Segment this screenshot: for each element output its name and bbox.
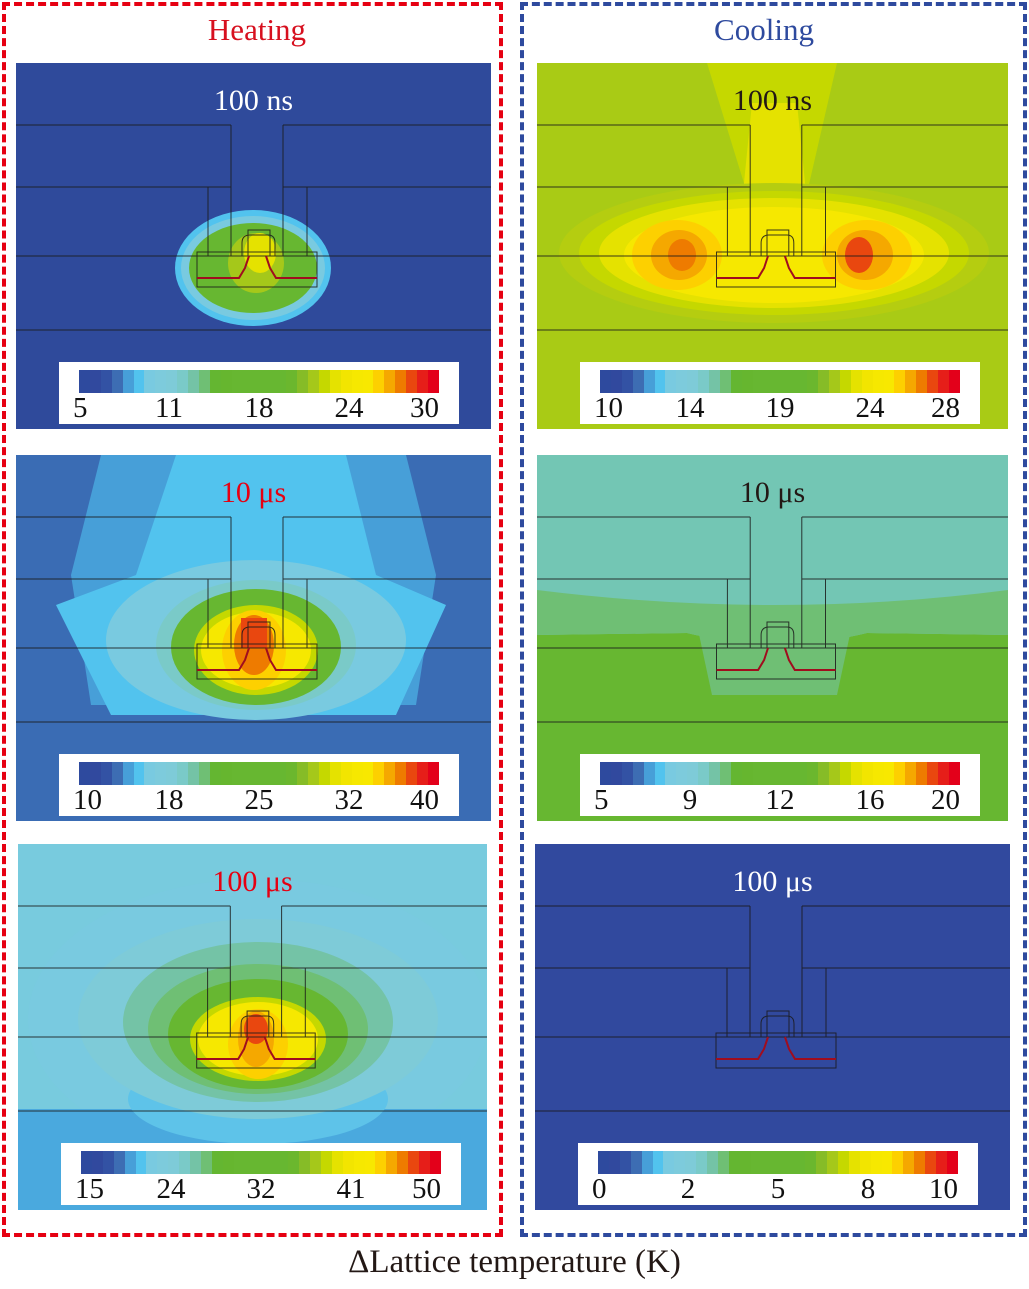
heating-title: Heating <box>207 12 307 47</box>
panel-heating-100ns: 100 ns 5 11 18 24 30 <box>16 63 491 429</box>
colorbar-tick-label: 18 <box>244 392 274 424</box>
heating-frame <box>2 2 503 1237</box>
colorbar-tick-label: 5 <box>594 784 609 816</box>
colorbar: 10 18 25 32 40 <box>59 754 459 816</box>
time-label: 10 μs <box>739 476 806 509</box>
colorbar-gradient <box>600 762 960 785</box>
panel-cooling-100us: 100 μs 0 2 5 8 10 <box>535 844 1010 1210</box>
time-label: 100 ns <box>213 84 294 117</box>
colorbar: 5 11 18 24 30 <box>59 362 459 424</box>
colorbar-tick-label: 41 <box>336 1173 366 1205</box>
colorbar-tick-label: 12 <box>765 784 795 816</box>
colorbar-tick-label: 5 <box>73 392 88 424</box>
panel-cooling-10us: 10 μs 5 9 12 16 20 <box>537 455 1008 821</box>
colorbar-tick-label: 28 <box>931 392 960 424</box>
colorbar: 15 24 32 41 50 <box>61 1143 461 1205</box>
colorbar-tick-label: 2 <box>680 1173 696 1205</box>
colorbar: 10 14 19 24 28 <box>580 362 980 424</box>
colorbar-tick-label: 50 <box>412 1173 441 1205</box>
colorbar-tick-label: 24 <box>156 1173 186 1205</box>
temperature-field <box>16 124 491 331</box>
colorbar-gradient <box>79 762 439 785</box>
colorbar-gradient <box>600 370 960 393</box>
temperature-field <box>537 63 1008 333</box>
cooling-title: Cooling <box>714 12 814 47</box>
colorbar-tick-label: 10 <box>929 1173 958 1205</box>
colorbar-tick-label: 32 <box>334 784 364 816</box>
panel-cooling-100ns: 100 ns 10 14 19 24 28 <box>537 63 1008 429</box>
panel-heating-100us: 100 μs 15 24 32 41 50 <box>18 844 487 1210</box>
colorbar-quantity-label: ΔLattice temperature (K) <box>348 1244 681 1280</box>
colorbar-tick-label: 24 <box>855 392 885 424</box>
colorbar-tick-label: 14 <box>675 392 705 424</box>
colorbar-gradient <box>598 1151 958 1174</box>
colorbar-tick-label: 18 <box>154 784 184 816</box>
time-label: 100 μs <box>732 865 813 898</box>
colorbar: 5 9 12 16 20 <box>580 754 980 816</box>
panel-heating-10us: 10 μs 10 18 25 32 40 <box>16 455 491 821</box>
colorbar-tick-label: 30 <box>410 392 439 424</box>
time-label: 100 ns <box>732 84 813 117</box>
colorbar-tick-label: 11 <box>155 392 183 424</box>
cooling-frame <box>520 2 1027 1237</box>
temperature-field <box>535 905 1010 1112</box>
colorbar-tick-label: 32 <box>246 1173 276 1205</box>
colorbar-tick-label: 24 <box>334 392 364 424</box>
colorbar-tick-label: 8 <box>860 1173 876 1205</box>
colorbar-tick-label: 19 <box>765 392 795 424</box>
colorbar-tick-label: 25 <box>244 784 274 816</box>
time-label: 10 μs <box>220 476 287 509</box>
temperature-field <box>16 455 491 723</box>
colorbar-gradient <box>79 370 439 393</box>
colorbar: 0 2 5 8 10 <box>578 1143 978 1205</box>
colorbar-tick-label: 5 <box>770 1173 786 1205</box>
colorbar-tick-label: 15 <box>75 1173 104 1205</box>
colorbar-tick-label: 10 <box>594 392 623 424</box>
colorbar-tick-label: 16 <box>855 784 885 816</box>
colorbar-tick-label: 0 <box>592 1173 607 1205</box>
colorbar-tick-label: 40 <box>410 784 439 816</box>
colorbar-tick-label: 20 <box>931 784 960 816</box>
colorbar-tick-label: 10 <box>73 784 102 816</box>
colorbar-gradient <box>81 1151 441 1174</box>
time-label: 100 μs <box>212 865 293 898</box>
colorbar-tick-label: 9 <box>682 784 698 816</box>
